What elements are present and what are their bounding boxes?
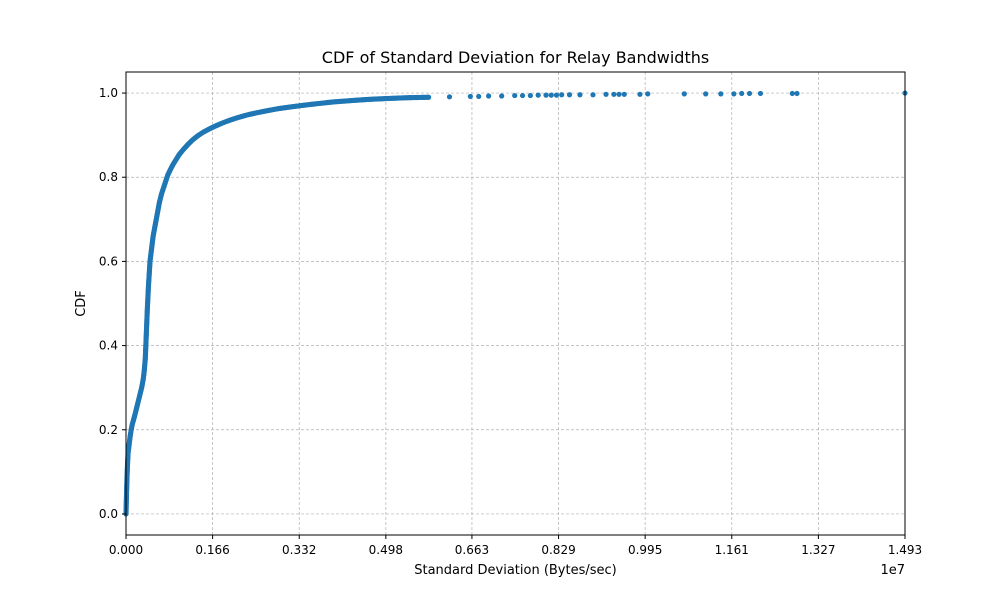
data-points xyxy=(123,90,908,517)
x-tick-label: 1.327 xyxy=(801,543,835,557)
data-point xyxy=(789,90,795,97)
x-tick-label: 0.498 xyxy=(369,543,403,557)
data-point xyxy=(681,91,687,97)
data-point xyxy=(718,91,724,97)
plot-frame xyxy=(125,71,906,536)
y-tick-label: 0.4 xyxy=(99,339,118,353)
x-axis-label: Standard Deviation (Bytes/sec) xyxy=(414,563,617,578)
x-axis-ticks: 0.000 0.166 0.332 0.498 0.663 0.829 0.995 1.161… xyxy=(109,535,922,557)
y-axis-ticks: 0.0 0.2 0.4 0.6 0.8 1.0 xyxy=(99,86,126,521)
y-tick-label: 0.6 xyxy=(99,254,118,268)
data-point xyxy=(794,90,800,97)
data-point xyxy=(645,91,651,97)
y-axis-label: CDF xyxy=(74,290,89,317)
data-point xyxy=(527,92,533,99)
data-point xyxy=(543,92,549,98)
data-point xyxy=(553,92,560,98)
data-point xyxy=(426,94,432,100)
x-tick-label: 0.332 xyxy=(282,543,316,557)
x-tick-label: 0.995 xyxy=(628,543,662,557)
data-point xyxy=(535,92,541,98)
x-tick-label: 0.000 xyxy=(109,543,143,557)
data-point xyxy=(486,93,492,99)
data-point xyxy=(757,90,764,97)
data-point xyxy=(731,91,737,97)
data-point xyxy=(739,90,745,97)
data-point xyxy=(476,93,482,100)
data-point xyxy=(512,92,518,99)
data-point xyxy=(559,92,565,98)
x-tick-label: 0.663 xyxy=(455,543,489,557)
data-point xyxy=(611,91,617,97)
x-tick-label: 1.493 xyxy=(888,543,922,557)
y-tick-label: 0.0 xyxy=(99,507,118,521)
x-tick-label: 0.829 xyxy=(541,543,575,557)
x-axis-multiplier: 1e7 xyxy=(880,563,905,578)
data-point xyxy=(548,92,554,98)
y-tick-label: 0.2 xyxy=(99,423,118,437)
data-point xyxy=(499,93,505,99)
data-point xyxy=(577,92,583,98)
data-point xyxy=(703,91,709,97)
y-tick-label: 1.0 xyxy=(99,86,118,100)
data-point xyxy=(637,91,643,97)
data-point xyxy=(467,93,473,100)
data-point xyxy=(590,92,596,98)
data-point xyxy=(446,94,453,100)
data-point xyxy=(566,92,573,98)
chart-title: CDF of Standard Deviation for Relay Band… xyxy=(322,48,709,67)
x-tick-label: 1.161 xyxy=(715,543,749,557)
data-point xyxy=(616,91,622,97)
data-point xyxy=(621,91,627,97)
x-tick-label: 0.166 xyxy=(195,543,229,557)
data-point xyxy=(746,90,753,97)
data-point xyxy=(519,92,526,99)
data-point xyxy=(603,91,609,97)
y-tick-label: 0.8 xyxy=(99,170,118,184)
